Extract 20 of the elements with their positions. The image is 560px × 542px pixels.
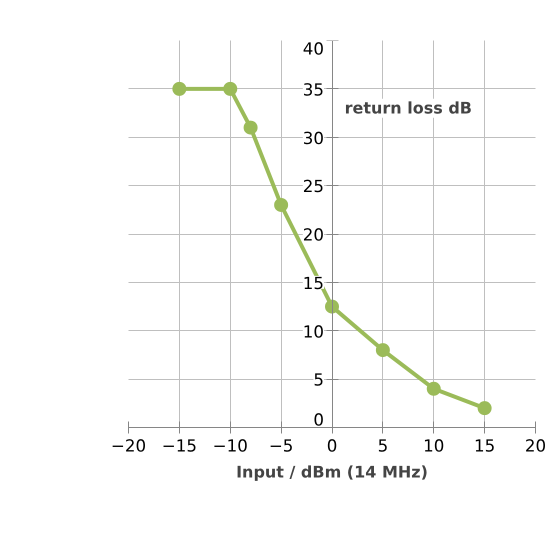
- y-tick-label: 40: [302, 40, 324, 58]
- y-tick-label: 25: [302, 177, 324, 196]
- x-tick-label: 5: [378, 436, 388, 456]
- x-tick-label: −10: [212, 436, 248, 456]
- y-tick-label: 30: [302, 128, 324, 148]
- x-tick-label: 20: [524, 436, 546, 456]
- y-tick-label: 15: [302, 274, 324, 293]
- x-tick-label: −20: [110, 436, 146, 456]
- y-tick-label: 35: [302, 80, 324, 100]
- y-tick-label: 5: [313, 370, 324, 390]
- y-tick-label: 0: [313, 410, 324, 430]
- x-tick-label: 15: [474, 436, 496, 456]
- y-tick-label: 10: [302, 322, 324, 342]
- x-tick-label: −5: [268, 436, 294, 456]
- y-axis-title: return loss dB: [344, 98, 472, 118]
- y-tick-label: 20: [302, 226, 324, 244]
- x-tick-label: −15: [162, 436, 197, 456]
- x-tick-label: 0: [326, 436, 338, 456]
- x-axis-title: Input / dBm (14 MHz): [236, 462, 428, 482]
- x-tick-label: 10: [423, 436, 444, 456]
